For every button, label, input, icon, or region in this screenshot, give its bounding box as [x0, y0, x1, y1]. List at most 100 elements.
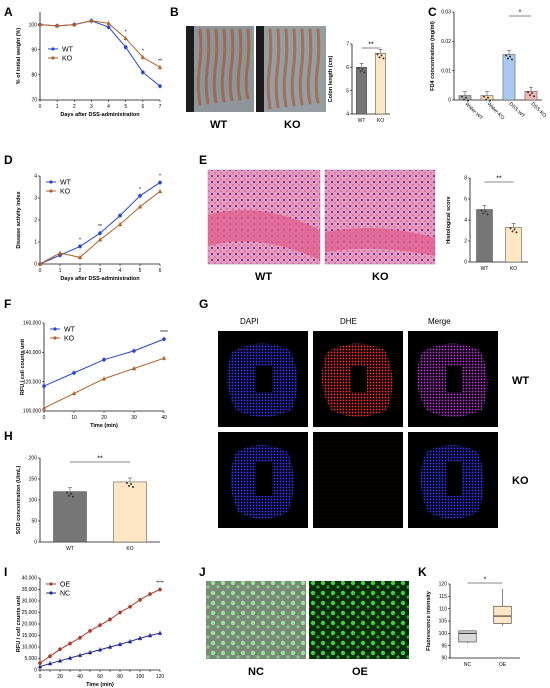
data-point — [117, 642, 123, 646]
x-tick-label: 60 — [97, 674, 103, 680]
data-point — [72, 371, 76, 375]
y-tick-label: 10,000 — [22, 645, 38, 651]
y-tick-label: 5 — [346, 88, 349, 94]
dot — [130, 482, 132, 485]
y-tick-label: 100,000 — [23, 409, 41, 415]
x-tick-label: KO — [126, 546, 133, 552]
dot — [376, 53, 379, 56]
bar-wt — [53, 491, 87, 543]
y-tick-label: 25,000 — [22, 610, 38, 616]
y-tick-label: 0.02 — [441, 39, 451, 45]
y-tick-label: 95 — [441, 643, 447, 649]
x-tick-label: 40 — [161, 415, 167, 421]
g-row-label-ko: KO — [512, 475, 529, 487]
y-tick-label: 200 — [29, 456, 38, 462]
chart-b-colon-length: 4 5 6 7 Colon length (cm) WT KO ** — [328, 42, 390, 124]
significance-mark: ** — [158, 58, 162, 64]
series-line-ko — [39, 20, 161, 68]
legend-label-ko: KO — [64, 335, 75, 342]
data-point — [118, 213, 122, 218]
chart-f-rfu: 100,000 120,000 140,000 160,000 RFU / cell c… — [20, 321, 168, 429]
data-point — [89, 18, 94, 23]
x-tick-label: 10 — [71, 415, 77, 421]
colon-specimen — [266, 28, 273, 110]
box-oe — [493, 605, 512, 624]
data-point — [157, 189, 163, 193]
data-point — [98, 623, 102, 627]
data-point — [123, 45, 128, 49]
panel-label-a: A — [4, 5, 13, 19]
data-point — [132, 349, 136, 353]
data-point — [107, 644, 113, 649]
x-tick-label: 100 — [136, 674, 145, 680]
bar-water-ko — [480, 95, 494, 101]
dot — [483, 95, 485, 98]
dot — [533, 95, 535, 98]
bar-wt — [356, 67, 367, 115]
data-point — [37, 664, 43, 669]
y-tick-label: 110 — [439, 606, 447, 612]
legend-marker — [53, 327, 57, 331]
histology-ko-label: KO — [372, 271, 389, 283]
y-tick-label: 7 — [346, 42, 349, 48]
y-tick-label: 40,000 — [22, 576, 38, 582]
x-tick-label: 40 — [77, 674, 83, 680]
data-point — [37, 261, 43, 266]
y-tick-label: 120 — [439, 582, 448, 588]
x-tick-label: 0 — [43, 415, 46, 421]
x-tick-label: 7 — [159, 104, 162, 110]
significance-mark: ** — [97, 456, 103, 463]
colon-specimen — [306, 28, 313, 105]
data-point — [127, 639, 133, 644]
chart-d-dai: 0 1 2 3 4 Disease activity index Days after DS… — [16, 174, 163, 282]
legend-label-oe: OE — [60, 581, 70, 588]
x-axis-label: Time (min) — [90, 423, 118, 429]
histology-ko-muscle-band — [325, 228, 435, 256]
bar-ko — [375, 53, 386, 115]
colon-specimen — [220, 28, 227, 103]
x-tick-label: OE — [499, 662, 507, 668]
y-tick-label: 0.03 — [441, 10, 451, 16]
ruler-wt — [186, 26, 194, 112]
bar-dss-wt — [502, 54, 516, 101]
x-tick-label: 6 — [159, 268, 162, 274]
legend-marker — [51, 47, 55, 51]
data-point — [41, 405, 47, 410]
y-tick-label: 2 — [464, 239, 467, 245]
dot — [461, 95, 463, 98]
g-ko-dapi-tissue — [230, 445, 294, 519]
y-tick-label: 4 — [464, 218, 467, 224]
x-tick-label: 2 — [73, 104, 76, 110]
data-point — [78, 244, 82, 249]
significance-mark: ** — [368, 42, 374, 49]
dot — [378, 56, 381, 59]
x-tick-label: 5 — [124, 104, 127, 110]
data-point — [78, 636, 82, 640]
bar-wt — [476, 209, 493, 263]
bar-dss-ko — [524, 90, 538, 101]
data-point — [138, 194, 142, 198]
y-tick-label: 2 — [34, 218, 37, 224]
colon-photo-group: WT KO — [186, 26, 326, 131]
significance-mark: ** — [496, 176, 502, 183]
legend-label-nc: NC — [60, 590, 70, 597]
channel-label-merge: Merge — [428, 317, 451, 326]
dot — [70, 492, 72, 495]
legend-label-ko: KO — [62, 55, 73, 62]
dot — [68, 494, 70, 497]
dot — [511, 58, 513, 61]
dot — [363, 71, 366, 74]
x-tick-label: WT — [66, 546, 74, 552]
panel-label-j: J — [199, 565, 206, 579]
dot — [509, 227, 512, 230]
channel-label-dhe: DHE — [340, 317, 357, 326]
x-axis-label: Time (min) — [86, 682, 114, 688]
dot — [361, 68, 364, 71]
dot — [509, 55, 511, 58]
colon-specimens — [196, 28, 321, 110]
colon-specimen — [282, 28, 289, 108]
y-tick-label: 90 — [31, 47, 37, 53]
dot — [529, 94, 531, 97]
colon-specimen — [212, 28, 219, 104]
